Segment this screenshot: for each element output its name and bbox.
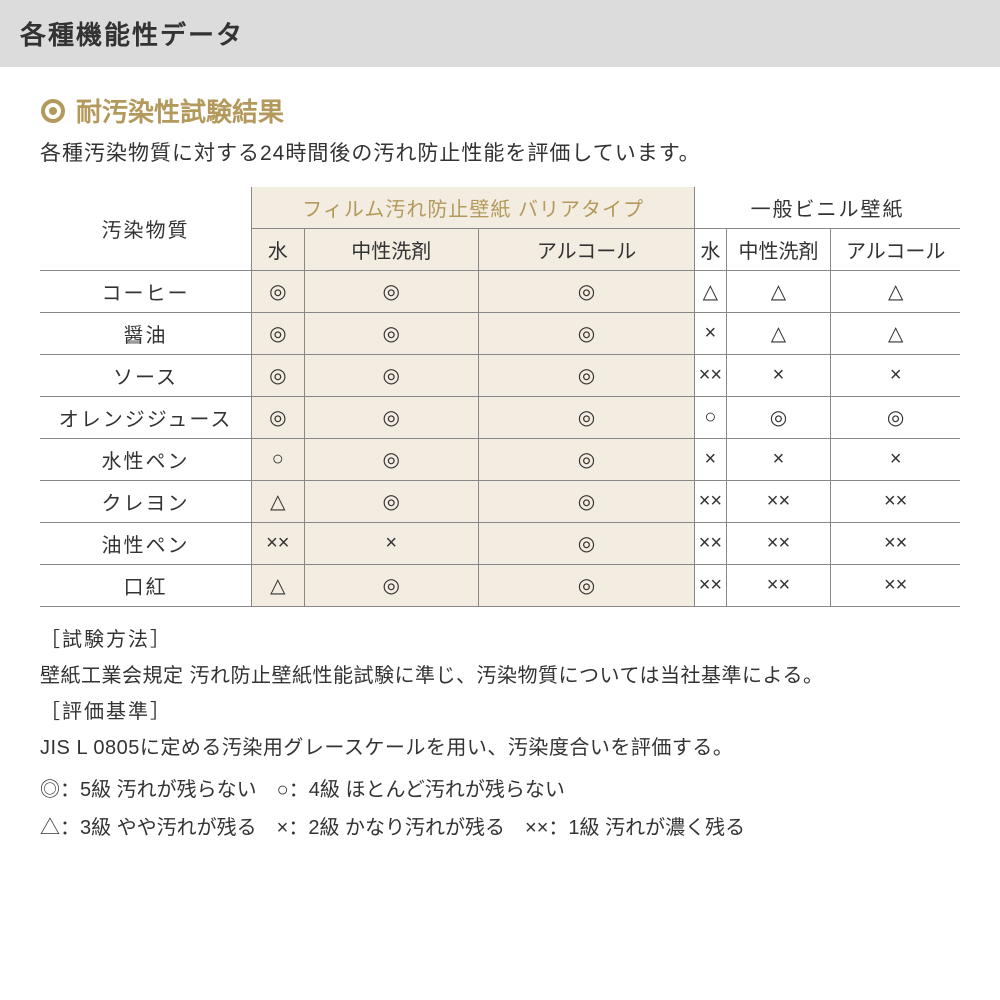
table-cell: ×× xyxy=(695,565,726,607)
row-label: 口紅 xyxy=(40,565,252,607)
table-cell: ◎ xyxy=(478,481,694,523)
section-description: 各種汚染物質に対する24時間後の汚れ防止性能を評価しています。 xyxy=(40,137,960,167)
table-cell: × xyxy=(831,355,960,397)
row-label: コーヒー xyxy=(40,271,252,313)
table-cell: △ xyxy=(252,481,304,523)
table-cell: ◎ xyxy=(304,397,478,439)
page-title-bar: 各種機能性データ xyxy=(0,0,1000,67)
table-row: オレンジジュース◎◎◎○◎◎ xyxy=(40,397,960,439)
table-cell: △ xyxy=(252,565,304,607)
row-label: オレンジジュース xyxy=(40,397,252,439)
table-cell: ◎ xyxy=(304,355,478,397)
col-group-b: 一般ビニル壁紙 xyxy=(695,187,960,229)
table-cell: ◎ xyxy=(478,397,694,439)
table-cell: × xyxy=(726,439,831,481)
table-cell: ×× xyxy=(726,481,831,523)
col-group-a: フィルム汚れ防止壁紙 バリアタイプ xyxy=(252,187,695,229)
row-label-header: 汚染物質 xyxy=(40,187,252,271)
table-row: 醤油◎◎◎×△△ xyxy=(40,313,960,355)
table-row: 水性ペン○◎◎××× xyxy=(40,439,960,481)
method-label: ［試験方法］ xyxy=(40,622,960,658)
table-cell: × xyxy=(304,523,478,565)
row-label: ソース xyxy=(40,355,252,397)
table-cell: ×× xyxy=(831,523,960,565)
subcol-a-1: 中性洗剤 xyxy=(304,229,478,271)
legend-line-1: ◎：5級 汚れが残らない ○：4級 ほとんど汚れが残らない xyxy=(40,771,960,809)
table-cell: ◎ xyxy=(304,565,478,607)
table-cell: × xyxy=(726,355,831,397)
table-body: コーヒー◎◎◎△△△醤油◎◎◎×△△ソース◎◎◎××××オレンジジュース◎◎◎○… xyxy=(40,271,960,607)
table-row: 口紅△◎◎×××××× xyxy=(40,565,960,607)
table-row: 油性ペン×××◎×××××× xyxy=(40,523,960,565)
table-cell: ◎ xyxy=(252,355,304,397)
table-cell: ×× xyxy=(726,565,831,607)
criteria-text: JIS L 0805に定める汚染用グレースケールを用い、汚染度合いを評価する。 xyxy=(40,730,960,766)
table-cell: × xyxy=(695,439,726,481)
table-cell: ×× xyxy=(695,355,726,397)
table-cell: ○ xyxy=(695,397,726,439)
table-cell: ×× xyxy=(831,481,960,523)
legend-line-2: △：3級 やや汚れが残る ×：2級 かなり汚れが残る ××：1級 汚れが濃く残る xyxy=(40,809,960,847)
subcol-a-0: 水 xyxy=(252,229,304,271)
table-cell: △ xyxy=(726,271,831,313)
table-header-row-1: 汚染物質 フィルム汚れ防止壁紙 バリアタイプ 一般ビニル壁紙 xyxy=(40,187,960,229)
row-label: クレヨン xyxy=(40,481,252,523)
table-cell: × xyxy=(695,313,726,355)
table-cell: ◎ xyxy=(478,355,694,397)
notes-block: ［試験方法］ 壁紙工業会規定 汚れ防止壁紙性能試験に準じ、汚染物質については当社… xyxy=(40,622,960,766)
table-cell: × xyxy=(831,439,960,481)
row-label: 油性ペン xyxy=(40,523,252,565)
table-cell: ◎ xyxy=(478,271,694,313)
table-cell: ×× xyxy=(831,565,960,607)
subcol-b-0: 水 xyxy=(695,229,726,271)
table-cell: ×× xyxy=(695,481,726,523)
table-cell: ◎ xyxy=(304,271,478,313)
table-cell: △ xyxy=(831,313,960,355)
table-cell: ◎ xyxy=(252,313,304,355)
table-cell: ◎ xyxy=(478,313,694,355)
legend-block: ◎：5級 汚れが残らない ○：4級 ほとんど汚れが残らない △：3級 やや汚れが… xyxy=(40,771,960,847)
table-cell: ◎ xyxy=(304,481,478,523)
section-heading: 耐汚染性試験結果 xyxy=(40,92,960,129)
table-cell: ◎ xyxy=(478,523,694,565)
method-text: 壁紙工業会規定 汚れ防止壁紙性能試験に準じ、汚染物質については当社基準による。 xyxy=(40,658,960,694)
table-cell: ×× xyxy=(252,523,304,565)
table-cell: ◎ xyxy=(478,439,694,481)
criteria-label: ［評価基準］ xyxy=(40,694,960,730)
subcol-b-1: 中性洗剤 xyxy=(726,229,831,271)
table-cell: ◎ xyxy=(304,439,478,481)
content-area: 耐汚染性試験結果 各種汚染物質に対する24時間後の汚れ防止性能を評価しています。… xyxy=(0,67,1000,847)
table-cell: △ xyxy=(726,313,831,355)
page-title: 各種機能性データ xyxy=(20,20,244,50)
table-cell: ×× xyxy=(726,523,831,565)
table-row: クレヨン△◎◎×××××× xyxy=(40,481,960,523)
table-cell: ◎ xyxy=(304,313,478,355)
table-row: コーヒー◎◎◎△△△ xyxy=(40,271,960,313)
row-label: 醤油 xyxy=(40,313,252,355)
row-label: 水性ペン xyxy=(40,439,252,481)
table-cell: ◎ xyxy=(252,397,304,439)
bullet-icon xyxy=(40,98,66,124)
table-cell: △ xyxy=(831,271,960,313)
section-heading-text: 耐汚染性試験結果 xyxy=(76,92,284,129)
table-cell: ×× xyxy=(695,523,726,565)
table-cell: △ xyxy=(695,271,726,313)
subcol-a-2: アルコール xyxy=(478,229,694,271)
subcol-b-2: アルコール xyxy=(831,229,960,271)
table-cell: ◎ xyxy=(726,397,831,439)
table-cell: ◎ xyxy=(478,565,694,607)
table-cell: ○ xyxy=(252,439,304,481)
table-cell: ◎ xyxy=(831,397,960,439)
table-row: ソース◎◎◎×××× xyxy=(40,355,960,397)
results-table: 汚染物質 フィルム汚れ防止壁紙 バリアタイプ 一般ビニル壁紙 水 中性洗剤 アル… xyxy=(40,187,960,607)
table-cell: ◎ xyxy=(252,271,304,313)
